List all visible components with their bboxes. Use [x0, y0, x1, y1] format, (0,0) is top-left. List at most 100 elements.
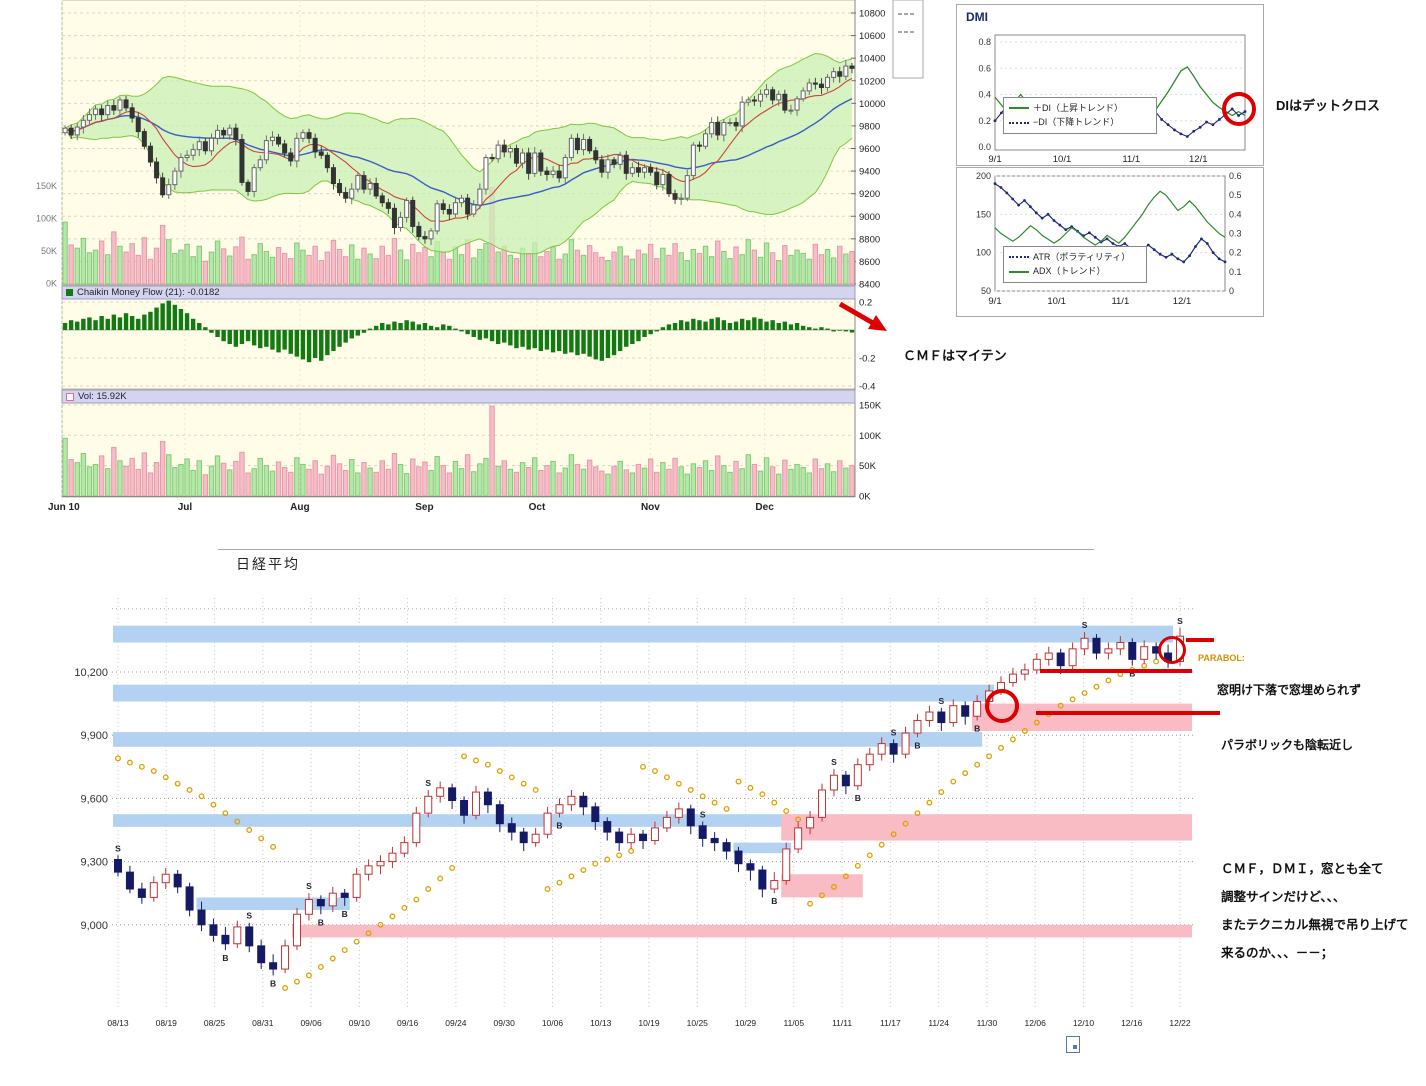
svg-text:150: 150	[976, 209, 991, 219]
di-annotation-text: DIはデットクロス	[1276, 98, 1381, 113]
svg-text:9400: 9400	[859, 167, 880, 178]
atr-legend-atr: ATR（ポラティリティ）	[1009, 250, 1141, 264]
red-resistance-line-upper	[1040, 669, 1192, 673]
price-zones	[113, 625, 1192, 938]
svg-text:9/1: 9/1	[988, 154, 1001, 165]
svg-text:-0.4: -0.4	[859, 382, 875, 393]
gap-circle-annotation	[985, 689, 1019, 723]
svg-text:10/13: 10/13	[590, 1018, 612, 1028]
date-labels: 08/13 08/19 08/25 08/31 09/06 09/10 09/16 09/24…	[107, 1018, 1191, 1028]
svg-text:10800: 10800	[859, 9, 885, 20]
section-divider	[218, 549, 1094, 550]
svg-text:0.3: 0.3	[1229, 229, 1242, 239]
adx-label: ADX（トレンド）	[1033, 266, 1106, 277]
svg-text:B: B	[222, 953, 228, 963]
atr-legend: ATR（ポラティリティ） ADX（トレンド）	[1003, 246, 1147, 283]
svg-text:S: S	[1177, 616, 1183, 626]
svg-text:150K: 150K	[859, 400, 882, 411]
svg-text:0.6: 0.6	[1229, 171, 1242, 181]
dmi-legend-plus-di: ＋DI（上昇トレンド）	[1009, 101, 1151, 115]
svg-text:10600: 10600	[859, 31, 885, 42]
svg-text:0.2: 0.2	[859, 298, 872, 309]
svg-text:10/06: 10/06	[542, 1018, 564, 1028]
svg-text:11/1: 11/1	[1122, 154, 1140, 165]
svg-text:10400: 10400	[859, 54, 885, 65]
svg-text:S: S	[115, 843, 121, 853]
svg-text:B: B	[342, 909, 348, 919]
mini-panel	[892, 0, 924, 79]
month-labels: Jun 10 Jul Aug Sep Oct Nov Dec	[48, 502, 774, 513]
bollinger-band	[64, 52, 853, 255]
svg-text:Jul: Jul	[178, 502, 193, 513]
svg-text:9800: 9800	[859, 121, 880, 132]
svg-text:Nov: Nov	[641, 502, 660, 513]
svg-text:Jun 10: Jun 10	[48, 502, 80, 513]
svg-text:11/24: 11/24	[928, 1018, 949, 1028]
svg-text:B: B	[270, 978, 276, 988]
vol-bars: 150K 100K 50K 0K	[62, 400, 882, 503]
svg-text:B: B	[318, 917, 324, 927]
main-chart-svg: 10800 10600 10400 10200 10000 9800 9600 9400 920…	[36, 0, 924, 513]
svg-text:50K: 50K	[859, 461, 877, 472]
svg-text:0.8: 0.8	[978, 37, 991, 47]
red-arrow-icon	[838, 301, 887, 331]
cmf-header-label: Chaikin Money Flow (21): -0.0182	[77, 287, 220, 298]
atr-adx-panel: 200 150 100 50 0.6 0.5 0.4 0.3 0.2 0.1 0 9/1 10/1 11/…	[956, 167, 1264, 317]
svg-text:100K: 100K	[859, 431, 882, 442]
svg-text:12/06: 12/06	[1025, 1018, 1047, 1028]
svg-text:9,300: 9,300	[80, 857, 108, 869]
price-volume-overlay: 150K 100K 50K 0K	[36, 181, 855, 289]
svg-text:Dec: Dec	[755, 502, 774, 513]
ime-icon	[1066, 1036, 1080, 1053]
red-support-line-lower	[1036, 711, 1220, 715]
svg-text:0.2: 0.2	[1229, 248, 1242, 258]
atr-legend-adx: ADX（トレンド）	[1009, 264, 1141, 278]
svg-text:B: B	[771, 896, 777, 906]
svg-text:0.0: 0.0	[978, 142, 991, 152]
dmi-panel: 0.8 0.6 0.4 0.2 0.0 9/1 10/1 11/1 12/1 DMI ＋DI（上…	[956, 4, 1264, 166]
svg-text:0.2: 0.2	[978, 116, 991, 126]
svg-text:S: S	[306, 881, 312, 891]
svg-text:09/10: 09/10	[349, 1018, 371, 1028]
svg-text:8400: 8400	[859, 280, 880, 291]
svg-text:08/19: 08/19	[156, 1018, 178, 1028]
nikkei-candles	[114, 627, 1184, 976]
svg-text:0.4: 0.4	[978, 90, 991, 100]
red-dash-mark	[1186, 638, 1214, 642]
svg-text:Oct: Oct	[529, 502, 546, 513]
sma-red-line	[64, 77, 853, 222]
svg-text:10/1: 10/1	[1047, 296, 1066, 307]
vol-swatch-icon	[66, 392, 74, 401]
svg-text:0.5: 0.5	[1229, 190, 1242, 200]
dmi-title: DMI	[966, 10, 988, 24]
cmf-bars: 0.2 -0.2 -0.4	[62, 298, 875, 393]
svg-text:S: S	[891, 727, 897, 737]
svg-text:B: B	[914, 740, 920, 750]
last-candle-circle-annotation	[1158, 636, 1186, 664]
atr-line-icon	[1009, 256, 1029, 259]
svg-text:100K: 100K	[36, 214, 57, 224]
svg-text:S: S	[246, 911, 252, 921]
svg-text:8800: 8800	[859, 234, 880, 245]
dmi-legend-minus-di: −DI（下降トレンド）	[1009, 115, 1151, 129]
nikkei-chart-title: 日経平均	[236, 556, 300, 572]
svg-text:S: S	[939, 696, 945, 706]
svg-text:08/31: 08/31	[252, 1018, 274, 1028]
dmi-dead-cross-circle	[1222, 92, 1256, 126]
svg-text:11/11: 11/11	[832, 1018, 852, 1028]
svg-text:12/16: 12/16	[1121, 1018, 1143, 1028]
sma-blue-line	[64, 98, 853, 207]
vol-header-label: Vol: 15.92K	[78, 391, 127, 402]
adx-line-icon	[1009, 270, 1029, 273]
svg-text:10/25: 10/25	[687, 1018, 709, 1028]
svg-text:B: B	[855, 793, 861, 803]
plus-di-label: ＋DI（上昇トレンド）	[1033, 103, 1124, 113]
svg-text:S: S	[700, 810, 706, 820]
svg-text:0K: 0K	[859, 492, 871, 503]
svg-text:S: S	[425, 778, 431, 788]
minus-di-line-icon	[1009, 121, 1029, 124]
main-candles	[62, 60, 855, 246]
svg-text:B: B	[1129, 669, 1135, 679]
svg-text:Sep: Sep	[415, 502, 433, 513]
